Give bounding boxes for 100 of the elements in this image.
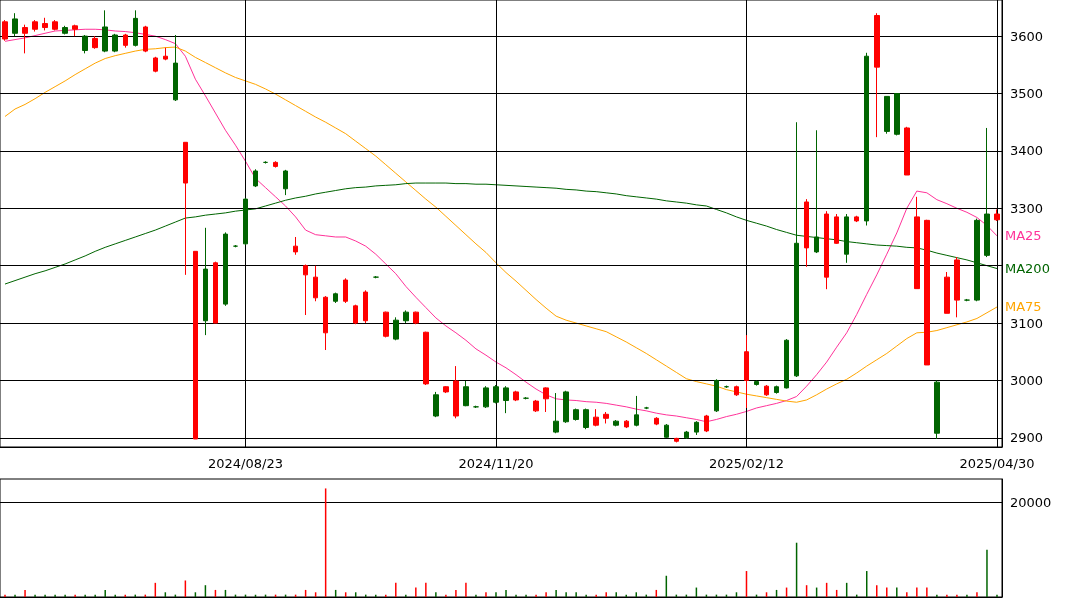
candlestick	[503, 385, 509, 414]
candlestick	[634, 395, 639, 427]
candlestick	[82, 34, 88, 54]
candlestick	[112, 33, 118, 53]
candlestick	[343, 277, 348, 304]
candlestick	[714, 378, 719, 413]
x-tick-label: 2024/08/23	[208, 456, 283, 471]
candlestick	[533, 399, 539, 413]
y-tick-label: 2900	[1010, 430, 1044, 446]
candlestick	[804, 198, 809, 268]
y-tick-label: 3400	[1010, 143, 1044, 159]
candlestick	[273, 160, 278, 169]
candlestick	[483, 385, 489, 409]
y-tick-label: 3100	[1010, 315, 1044, 331]
candlestick	[403, 309, 409, 324]
candlestick	[844, 213, 849, 264]
series-label: MA200	[1004, 261, 1050, 277]
candlestick	[2, 19, 8, 42]
candlestick	[834, 213, 839, 245]
series-label: MA75	[1004, 299, 1042, 315]
x-tick-label: 2024/11/20	[458, 456, 534, 471]
candlestick	[143, 25, 148, 53]
candlestick	[954, 256, 960, 318]
candlestick	[173, 34, 178, 102]
candlestick	[583, 408, 589, 430]
candlestick	[253, 168, 258, 188]
candlestick	[32, 19, 38, 33]
candlestick	[413, 311, 419, 325]
candlestick	[12, 12, 18, 37]
candlestick	[42, 17, 48, 31]
candlestick	[824, 210, 829, 290]
candlestick	[153, 56, 158, 73]
candlestick	[784, 338, 789, 389]
candlestick	[553, 392, 559, 434]
candlestick	[884, 95, 890, 135]
candlestick	[694, 420, 699, 436]
series-label: MA25	[1004, 228, 1042, 244]
candlestick	[854, 215, 859, 223]
candlestick	[754, 379, 759, 387]
candlestick	[734, 385, 739, 397]
candlestick	[603, 411, 609, 424]
y-tick-label: 3600	[1010, 28, 1044, 44]
candlestick	[293, 236, 298, 256]
candlestick	[543, 386, 549, 413]
candlestick	[704, 414, 709, 433]
candlestick	[674, 437, 679, 443]
y-tick-label: 3300	[1010, 200, 1044, 216]
candlestick	[764, 384, 769, 397]
candlestick	[944, 271, 950, 314]
candlestick	[333, 292, 338, 304]
candlestick	[513, 390, 519, 402]
candlestick	[52, 19, 58, 31]
candlestick	[393, 316, 399, 341]
candlestick	[223, 231, 228, 307]
candlestick	[453, 365, 459, 419]
y-tick-label: 3500	[1010, 86, 1044, 102]
candlestick	[563, 390, 569, 424]
candlestick	[203, 227, 208, 336]
candlestick	[994, 208, 1000, 222]
candlestick	[744, 334, 749, 409]
candlestick	[624, 419, 629, 429]
candlestick	[573, 408, 579, 422]
candlestick	[593, 408, 599, 427]
candlestick	[433, 391, 439, 418]
candlestick	[363, 289, 368, 324]
candlestick	[123, 33, 128, 49]
candlestick	[62, 25, 68, 35]
candlestick	[684, 430, 689, 440]
candlestick	[934, 379, 940, 440]
candlestick	[22, 24, 28, 54]
candlestick	[193, 250, 198, 440]
x-tick-label: 2025/02/12	[709, 456, 784, 471]
candlestick	[313, 265, 318, 302]
candlestick	[664, 423, 669, 439]
candlestick	[894, 93, 900, 136]
candlestick	[72, 24, 78, 37]
candlestick	[323, 295, 328, 351]
candlestick	[353, 304, 358, 325]
candlestick	[654, 416, 659, 426]
candlestick	[213, 261, 218, 324]
candlestick	[243, 197, 248, 246]
candlestick	[904, 126, 910, 176]
candlestick	[984, 127, 990, 258]
y-tick-label: 20000	[1010, 495, 1052, 511]
candlestick	[463, 380, 469, 407]
candlestick	[133, 9, 138, 47]
candlestick	[774, 385, 779, 395]
candlestick	[163, 47, 168, 61]
candlestick	[874, 12, 880, 138]
candlestick	[443, 385, 449, 394]
candlestick	[613, 419, 619, 427]
x-tick-label: 2025/04/30	[959, 456, 1035, 471]
candlestick	[864, 52, 869, 227]
candlestick	[183, 141, 188, 276]
candlestick	[102, 9, 108, 53]
candlestick	[303, 264, 308, 316]
y-tick-label: 3000	[1010, 372, 1044, 388]
candlestick	[283, 169, 288, 196]
candlestick	[423, 331, 429, 386]
candlestick	[914, 196, 920, 290]
